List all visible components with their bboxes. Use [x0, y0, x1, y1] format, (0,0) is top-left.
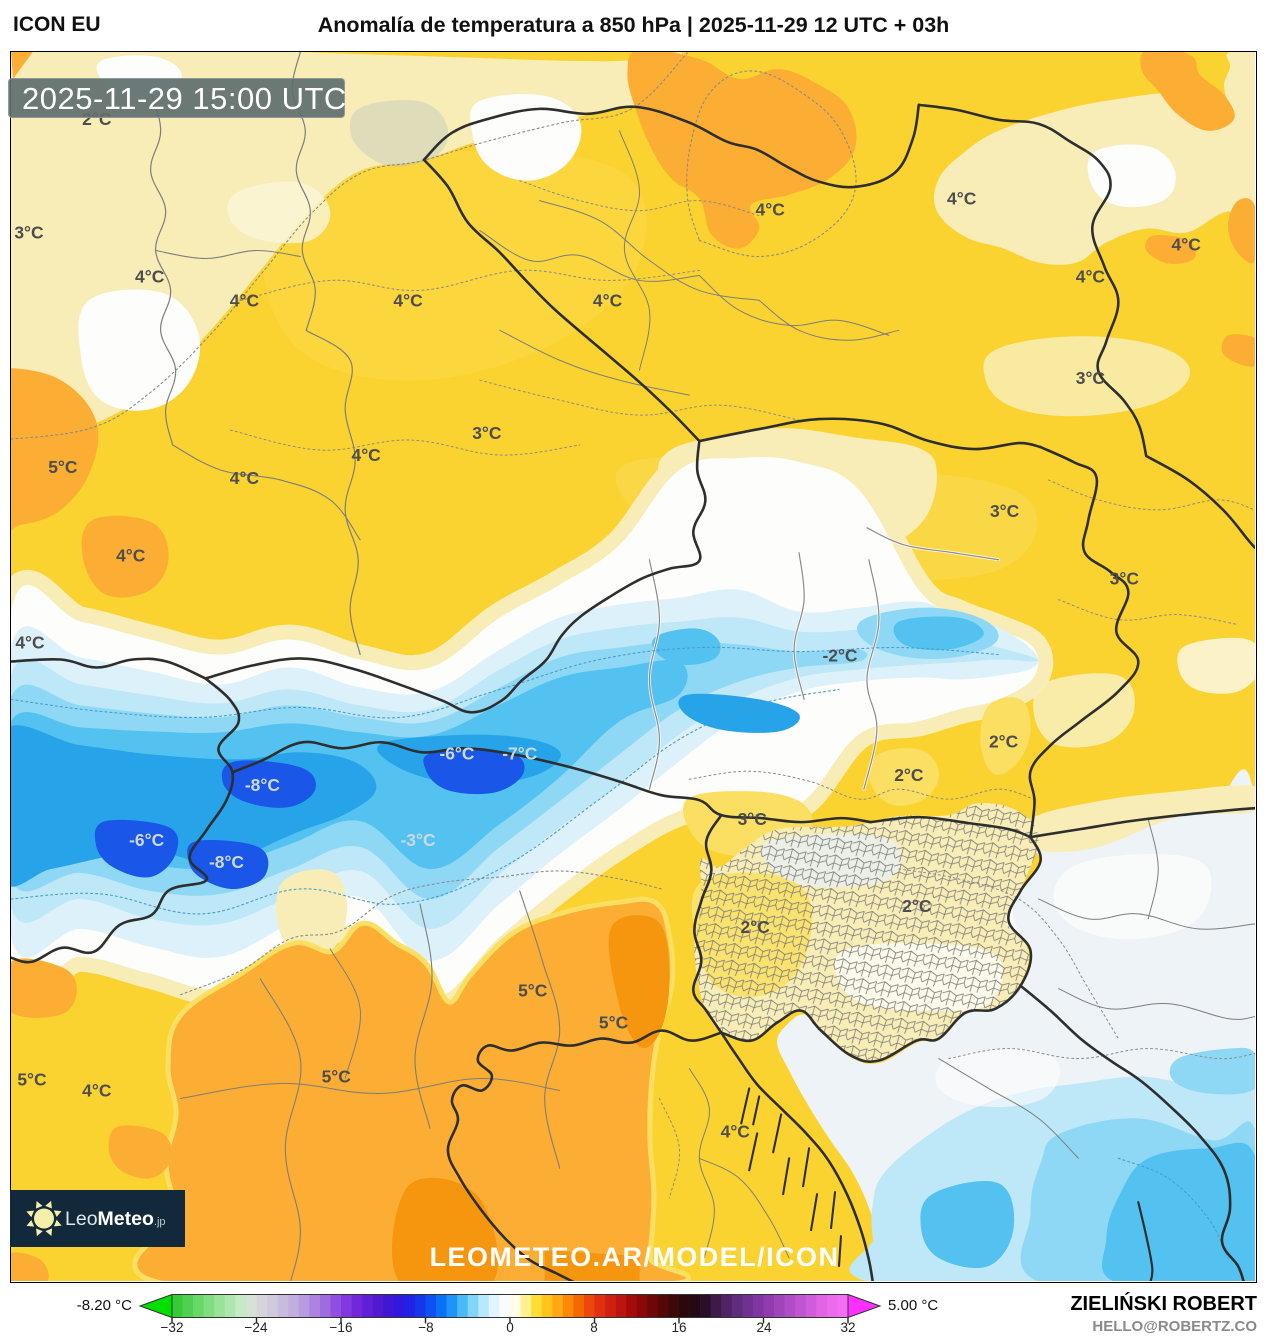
svg-text:LEOMETEO.AR/MODEL/ICON: LEOMETEO.AR/MODEL/ICON	[430, 1242, 840, 1272]
svg-text:LeoMeteo.jp: LeoMeteo.jp	[65, 1208, 166, 1230]
svg-text:4°C: 4°C	[116, 546, 146, 566]
svg-text:-6°C: -6°C	[439, 743, 474, 763]
svg-text:5°C: 5°C	[322, 1066, 352, 1086]
svg-text:3°C: 3°C	[1110, 569, 1140, 589]
svg-text:4°C: 4°C	[1172, 235, 1202, 255]
svg-text:-8°C: -8°C	[245, 775, 280, 795]
svg-text:-6°C: -6°C	[129, 830, 164, 850]
svg-text:-2°C: -2°C	[822, 646, 857, 666]
svg-text:4°C: 4°C	[15, 633, 45, 653]
svg-text:5°C: 5°C	[518, 981, 548, 1001]
svg-text:2°C: 2°C	[741, 917, 771, 937]
svg-text:4°C: 4°C	[1076, 266, 1106, 286]
svg-text:4°C: 4°C	[230, 468, 260, 488]
svg-text:-7°C: -7°C	[502, 743, 537, 763]
svg-text:3°C: 3°C	[738, 809, 768, 829]
svg-text:2°C: 2°C	[894, 765, 924, 785]
svg-text:4°C: 4°C	[393, 290, 423, 310]
svg-text:4°C: 4°C	[947, 189, 977, 209]
svg-text:4°C: 4°C	[135, 266, 165, 286]
svg-text:3°C: 3°C	[990, 501, 1020, 521]
svg-text:3°C: 3°C	[472, 423, 502, 443]
svg-text:2°C: 2°C	[902, 896, 932, 916]
svg-text:5°C: 5°C	[48, 457, 78, 477]
svg-text:3°C: 3°C	[1076, 368, 1106, 388]
svg-text:4°C: 4°C	[721, 1121, 751, 1141]
svg-text:-8°C: -8°C	[209, 852, 244, 872]
svg-text:4°C: 4°C	[756, 200, 786, 220]
svg-text:5°C: 5°C	[17, 1069, 47, 1089]
svg-text:3°C: 3°C	[14, 223, 44, 243]
svg-text:4°C: 4°C	[593, 290, 623, 310]
svg-text:4°C: 4°C	[82, 1080, 112, 1100]
svg-text:4°C: 4°C	[230, 290, 260, 310]
svg-text:4°C: 4°C	[352, 445, 382, 465]
svg-text:5°C: 5°C	[599, 1013, 629, 1033]
svg-text:2°C: 2°C	[989, 731, 1019, 751]
svg-text:-3°C: -3°C	[400, 830, 435, 850]
